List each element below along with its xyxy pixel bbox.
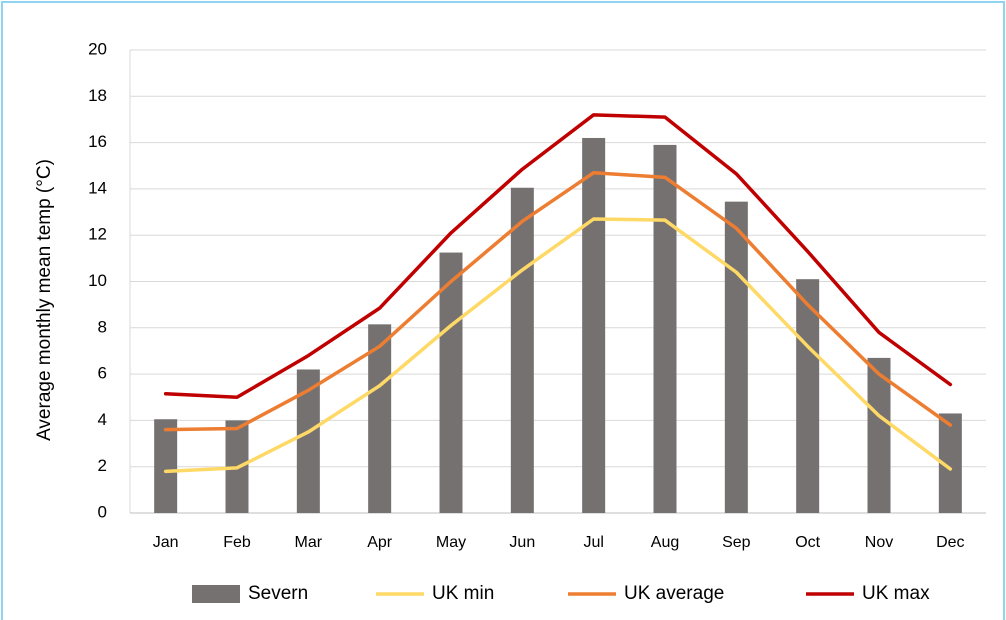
bar xyxy=(368,324,392,513)
legend-label: UK min xyxy=(432,583,494,604)
y-tick-label: 20 xyxy=(88,39,107,58)
x-tick-label: Mar xyxy=(295,534,323,551)
y-tick-label: 4 xyxy=(98,410,107,429)
bar xyxy=(296,369,320,513)
bar xyxy=(724,201,748,513)
line xyxy=(163,170,953,432)
x-tick-label: Dec xyxy=(936,534,964,551)
y-tick-label: 16 xyxy=(88,132,107,151)
legend-swatch xyxy=(192,585,240,603)
y-tick-label: 18 xyxy=(88,86,107,105)
x-tick-label: Sep xyxy=(722,534,751,551)
bar xyxy=(653,144,677,514)
y-axis-label: Average monthly mean temp (°C) xyxy=(34,159,55,441)
y-tick-label: 6 xyxy=(98,364,107,383)
bar xyxy=(154,419,178,513)
bar xyxy=(796,279,820,513)
y-tick-label: 8 xyxy=(98,317,107,336)
bar xyxy=(510,187,534,513)
x-tick-label: Jun xyxy=(509,534,535,551)
line xyxy=(163,113,953,399)
x-tick-label: Nov xyxy=(865,534,893,551)
legend-label: Severn xyxy=(248,583,308,604)
y-tick-label: 12 xyxy=(88,225,107,244)
x-tick-label: Feb xyxy=(223,534,251,551)
x-tick-label: Apr xyxy=(367,534,393,551)
bar xyxy=(938,413,962,513)
x-tick-label: Jul xyxy=(583,534,603,551)
x-tick-label: Aug xyxy=(651,534,679,551)
legend-label: UK average xyxy=(624,583,724,604)
line xyxy=(163,217,953,474)
y-tick-label: 0 xyxy=(98,502,107,521)
bar xyxy=(582,137,606,513)
x-tick-label: May xyxy=(436,534,466,551)
legend-label: UK max xyxy=(862,583,930,604)
y-tick-label: 14 xyxy=(88,178,107,197)
x-tick-label: Oct xyxy=(795,534,820,551)
bar xyxy=(867,357,891,513)
y-tick-label: 2 xyxy=(98,456,107,475)
bar xyxy=(439,252,463,513)
x-tick-label: Jan xyxy=(153,534,179,551)
y-tick-label: 10 xyxy=(88,271,107,290)
